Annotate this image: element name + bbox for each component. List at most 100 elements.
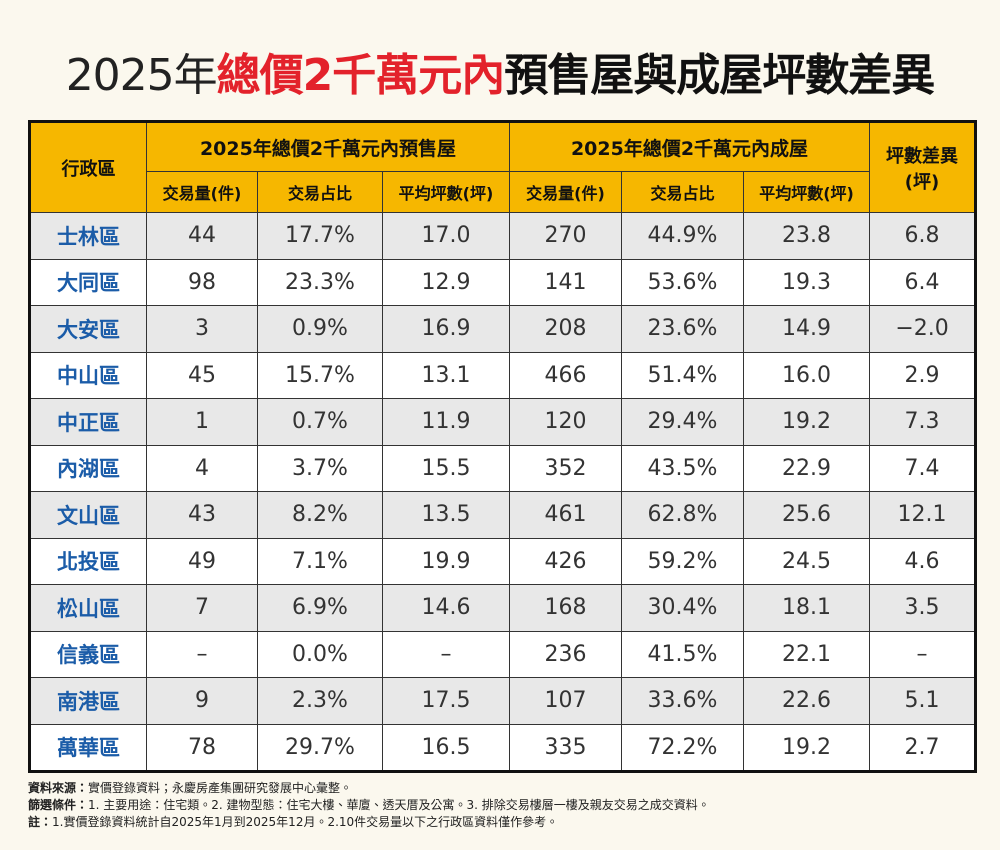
- value-cell: 4.6: [869, 537, 977, 585]
- value-cell: 16.5: [382, 723, 510, 772]
- column-header: 交易占比: [621, 171, 744, 213]
- district-cell: 內湖區: [29, 444, 147, 492]
- note-text: 1.實價登錄資料統計自2025年1月到2025年12月。2.10件交易量以下之行…: [52, 815, 559, 829]
- note-label: 篩選條件：: [28, 798, 89, 812]
- value-cell: 15.5: [382, 444, 510, 492]
- value-cell: 13.1: [382, 351, 510, 399]
- value-cell: 141: [509, 258, 622, 306]
- value-cell: 13.5: [382, 491, 510, 539]
- note-label: 註：: [28, 815, 53, 829]
- notes: 資料來源：實價登錄資料；永慶房產集團研究發展中心彙整。 篩選條件：1. 主要用途：…: [28, 780, 710, 831]
- value-cell: 7: [146, 584, 258, 632]
- value-cell: 29.7%: [257, 723, 383, 772]
- data-table: 行政區 2025年總價2千萬元內預售屋 2025年總價2千萬元內成屋 坪數差異 (坪) 交…: [28, 120, 978, 773]
- value-cell: 78: [146, 723, 258, 772]
- value-cell: 98: [146, 258, 258, 306]
- district-cell: 萬華區: [29, 723, 147, 772]
- value-cell: 53.6%: [621, 258, 744, 306]
- group-header: 2025年總價2千萬元內預售屋: [146, 121, 510, 172]
- group-header: 2025年總價2千萬元內成屋: [508, 121, 871, 172]
- value-cell: 23.3%: [257, 258, 383, 306]
- value-cell: 62.8%: [621, 491, 744, 539]
- district-cell: 北投區: [29, 537, 147, 585]
- value-cell: 107: [509, 677, 622, 725]
- value-cell: 23.6%: [621, 305, 744, 353]
- table-row: 信義區 –0.0% –236 41.5% 22.1–: [29, 630, 977, 678]
- value-cell: 16.0: [742, 351, 871, 399]
- column-header: 平均坪數(坪): [742, 171, 871, 213]
- table-row: 中山區 45 15.7% 13.1 466 51.4% 16.0 2.9: [29, 351, 977, 399]
- value-cell: 3.7%: [257, 444, 383, 492]
- district-cell: 大同區: [29, 258, 147, 306]
- title-suffix: 預售屋與成屋坪數差異: [504, 50, 935, 101]
- table-row: 松山區 7 6.9% 14.6 168 30.4% 18.1 3.5: [29, 584, 977, 632]
- column-header: 交易量(件): [509, 171, 622, 213]
- value-cell: 7.4: [869, 444, 977, 492]
- value-cell: 29.4%: [621, 398, 744, 446]
- table-row: 文山區 43 8.2% 13.5 461 62.8% 25.6 12.1: [29, 491, 977, 539]
- table-row: 中正區 1 0.7% 11.9 120 29.4% 19.2 7.3: [29, 398, 977, 446]
- value-cell: 16.9: [382, 305, 510, 353]
- value-cell: 22.9: [742, 444, 871, 492]
- value-cell: 1: [146, 398, 258, 446]
- value-cell: 72.2%: [621, 723, 744, 772]
- value-cell: 17.7%: [257, 212, 383, 260]
- district-cell: 信義區: [29, 630, 147, 678]
- value-cell: 14.9: [742, 305, 871, 353]
- value-cell: 19.2: [742, 723, 871, 772]
- table-row: 內湖區 4 3.7% 15.5 352 43.5% 22.9 7.4: [29, 444, 977, 492]
- value-cell: 18.1: [742, 584, 871, 632]
- value-cell: 17.0: [382, 212, 510, 260]
- value-cell: 19.9: [382, 537, 510, 585]
- value-cell: 45: [146, 351, 258, 399]
- value-cell: 2.7: [869, 723, 977, 772]
- value-cell: –: [382, 630, 510, 678]
- value-cell: 19.3: [742, 258, 871, 306]
- note-line: 篩選條件：1. 主要用途：住宅類。2. 建物型態：住宅大樓、華廈、透天厝及公寓。…: [28, 797, 710, 814]
- value-cell: 0.7%: [257, 398, 383, 446]
- value-cell: 120: [509, 398, 622, 446]
- corner-header: 行政區: [29, 121, 147, 213]
- value-cell: 19.2: [742, 398, 871, 446]
- value-cell: 43.5%: [621, 444, 744, 492]
- table-row: 南港區 9 2.3% 17.5 107 33.6% 22.6 5.1: [29, 677, 977, 725]
- value-cell: −2.0: [869, 305, 977, 353]
- value-cell: 51.4%: [621, 351, 744, 399]
- column-header: 交易占比: [257, 171, 383, 213]
- value-cell: 7.1%: [257, 537, 383, 585]
- value-cell: –: [146, 630, 258, 678]
- value-cell: 23.8: [742, 212, 871, 260]
- note-text: 1. 主要用途：住宅類。2. 建物型態：住宅大樓、華廈、透天厝及公寓。3. 排除…: [88, 798, 710, 812]
- value-cell: 4: [146, 444, 258, 492]
- value-cell: 0.0%: [257, 630, 383, 678]
- value-cell: 0.9%: [257, 305, 383, 353]
- district-cell: 南港區: [29, 677, 147, 725]
- value-cell: 30.4%: [621, 584, 744, 632]
- table-row: 大安區 3 0.9% 16.9 208 23.6% 14.9 −2.0: [29, 305, 977, 353]
- value-cell: 43: [146, 491, 258, 539]
- value-cell: 466: [509, 351, 622, 399]
- note-line: 資料來源：實價登錄資料；永慶房產集團研究發展中心彙整。: [28, 780, 710, 797]
- diff-header-line: (坪): [904, 171, 940, 193]
- column-header: 平均坪數(坪): [382, 171, 510, 213]
- value-cell: 12.1: [869, 491, 977, 539]
- value-cell: 208: [509, 305, 622, 353]
- table-body: 士林區 44 17.7% 17.0 270 44.9% 23.8 6.8 大同區 98 23.3% 1…: [29, 212, 977, 772]
- column-header: 交易量(件): [146, 171, 258, 213]
- table-row: 北投區 49 7.1% 19.9 426 59.2% 24.5 4.6: [29, 537, 977, 585]
- table-row: 大同區 98 23.3% 12.9 141 53.6% 19.3 6.4: [29, 258, 977, 306]
- value-cell: 6.4: [869, 258, 977, 306]
- table-row: 萬華區 78 29.7% 16.5 335 72.2% 19.2 2.7: [29, 723, 977, 772]
- value-cell: 2.9: [869, 351, 977, 399]
- table-header: 行政區 2025年總價2千萬元內預售屋 2025年總價2千萬元內成屋 坪數差異 (坪) 交…: [29, 121, 977, 213]
- value-cell: 461: [509, 491, 622, 539]
- district-cell: 中正區: [29, 398, 147, 446]
- header-row: 行政區 2025年總價2千萬元內預售屋 2025年總價2千萬元內成屋 坪數差異 (坪): [29, 121, 977, 213]
- value-cell: 49: [146, 537, 258, 585]
- value-cell: 8.2%: [257, 491, 383, 539]
- title-highlight: 總價2千萬元內: [216, 50, 506, 101]
- value-cell: 15.7%: [257, 351, 383, 399]
- value-cell: 22.6: [742, 677, 871, 725]
- note-line: 註：1.實價登錄資料統計自2025年1月到2025年12月。2.10件交易量以下…: [28, 814, 710, 831]
